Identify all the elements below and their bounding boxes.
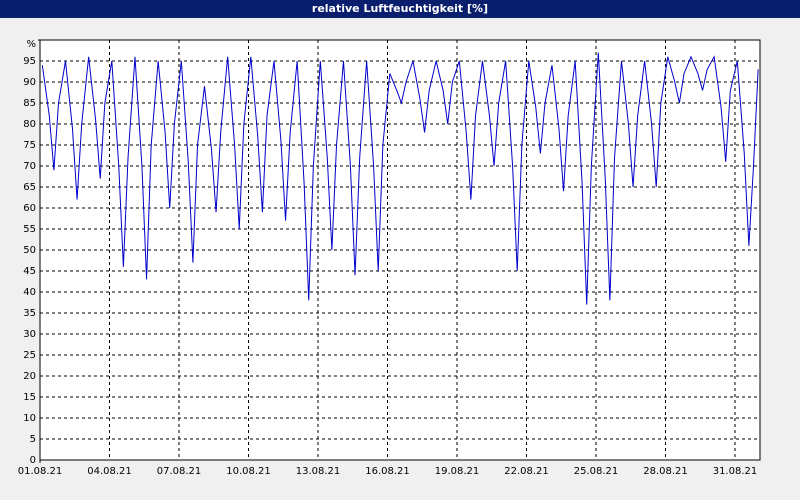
y-tick-label: 30 [23,329,36,340]
title-bar [0,0,800,18]
y-tick-label: 15 [23,392,36,403]
data-line [41,52,759,305]
y-tick-label: 95 [23,56,36,67]
y-tick-label: 55 [23,224,36,235]
y-tick-label: 75 [23,140,36,151]
y-tick-label: 60 [23,203,36,214]
y-tick-label: 80 [23,119,36,130]
x-tick-label: 01.08.21 [18,466,63,477]
y-tick-label: 70 [23,161,36,172]
y-tick-label: 50 [23,245,36,256]
x-tick-label: 07.08.21 [157,466,202,477]
y-tick-label: 85 [23,98,36,109]
x-tick-label: 31.08.21 [713,466,758,477]
x-tick-label: 19.08.21 [435,466,480,477]
y-tick-label: 35 [23,308,36,319]
y-tick-label: 10 [23,413,36,424]
y-tick-label: 5 [30,434,36,445]
y-tick-label: 65 [23,182,36,193]
y-tick-label: 45 [23,266,36,277]
chart-title: relative Luftfeuchtigkeit [%] [312,2,488,15]
y-tick-label: 40 [23,287,36,298]
x-tick-label: 10.08.21 [226,466,271,477]
x-tick-label: 28.08.21 [643,466,688,477]
y-tick-label: % [26,39,36,50]
x-tick-label: 22.08.21 [504,466,549,477]
x-tick-label: 25.08.21 [574,466,619,477]
x-tick-label: 13.08.21 [296,466,341,477]
x-tick-label: 04.08.21 [87,466,132,477]
y-tick-label: 90 [23,77,36,88]
y-tick-label: 20 [23,371,36,382]
y-tick-label: 25 [23,350,36,361]
y-tick-label: 0 [30,455,36,466]
x-tick-label: 16.08.21 [365,466,410,477]
